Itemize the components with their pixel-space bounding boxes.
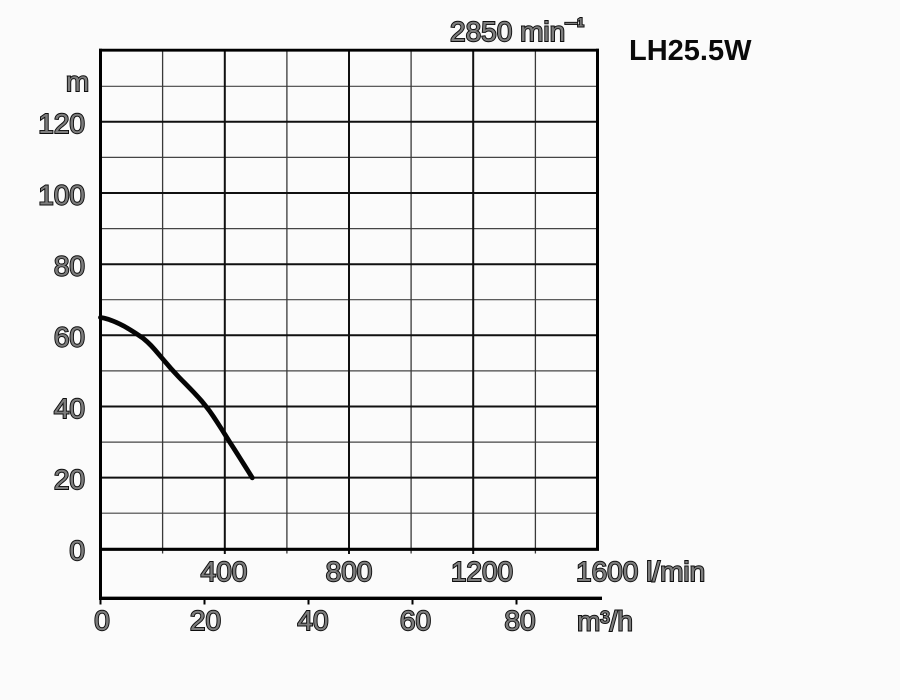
svg-text:400: 400 [201,556,248,587]
svg-text:m: m [66,66,89,97]
svg-text:1600 l/min: 1600 l/min [576,556,705,587]
svg-text:800: 800 [326,556,373,587]
svg-text:2850 min—1: 2850 min—1 [450,16,584,48]
svg-text:40: 40 [54,393,85,424]
svg-text:0: 0 [94,605,110,636]
svg-text:60: 60 [400,605,431,636]
svg-text:120: 120 [38,108,85,139]
svg-text:20: 20 [54,464,85,495]
svg-text:1200: 1200 [451,556,513,587]
svg-text:80: 80 [504,605,535,636]
svg-text:60: 60 [54,322,85,353]
svg-text:0: 0 [69,535,85,566]
svg-text:LH25.5W: LH25.5W [629,35,752,67]
svg-text:40: 40 [297,605,328,636]
svg-text:20: 20 [190,605,221,636]
svg-text:m³/h: m³/h [577,606,633,637]
svg-text:100: 100 [38,179,85,210]
svg-text:80: 80 [54,251,85,282]
